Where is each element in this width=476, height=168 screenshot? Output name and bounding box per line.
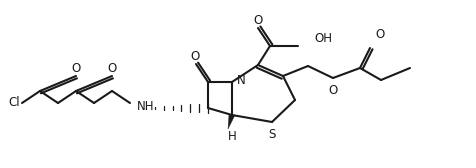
- Text: NH: NH: [137, 99, 155, 113]
- Text: O: O: [328, 83, 337, 96]
- Text: O: O: [71, 62, 80, 75]
- Text: OH: OH: [314, 32, 332, 45]
- Text: O: O: [253, 14, 263, 28]
- Text: O: O: [190, 50, 199, 62]
- Text: N: N: [237, 74, 246, 87]
- Polygon shape: [228, 115, 235, 129]
- Text: S: S: [268, 129, 276, 141]
- Text: O: O: [376, 28, 385, 40]
- Text: O: O: [108, 62, 117, 75]
- Text: H: H: [228, 131, 237, 143]
- Text: Cl: Cl: [8, 96, 20, 110]
